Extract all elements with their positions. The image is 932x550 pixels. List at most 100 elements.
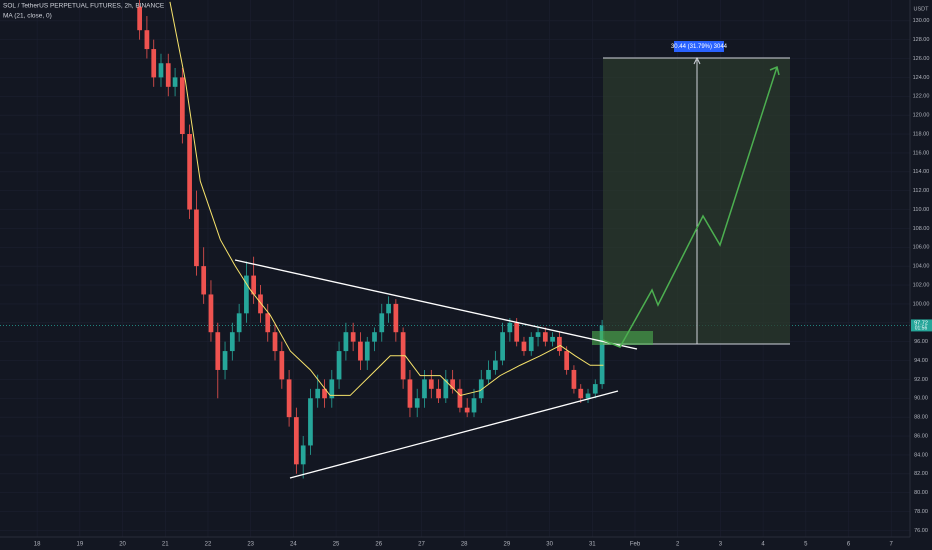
candle-body <box>478 379 484 399</box>
candle-body <box>592 384 598 394</box>
candle-body <box>272 332 278 352</box>
drawings: 30.44 (31.79%) 3044 <box>234 41 790 479</box>
candle-body <box>393 303 399 333</box>
candle-body <box>578 388 584 399</box>
x-tick-label: 4 <box>761 542 765 548</box>
countdown-label: 01:56 <box>915 326 928 332</box>
y-tick-label: 108.00 <box>913 226 930 232</box>
candle-body <box>172 77 178 87</box>
y-tick-label: 124.00 <box>913 75 930 81</box>
x-tick-label: 23 <box>247 542 254 548</box>
chart-title: SOL / TetherUS PERPETUAL FUTURES, 2h, BI… <box>3 3 165 10</box>
currency-label: USDT <box>914 6 930 12</box>
candle-body <box>564 351 570 370</box>
y-tick-label: 122.00 <box>913 94 930 100</box>
candle-body <box>422 379 427 399</box>
candle-body <box>187 134 192 210</box>
candle-body <box>542 332 548 342</box>
candle-body <box>279 351 285 380</box>
y-tick-label: 96.00 <box>914 339 928 345</box>
moving-average <box>169 1 604 396</box>
x-tick-label: 26 <box>375 542 382 548</box>
candle-body <box>137 6 142 31</box>
x-tick-label: 2 <box>676 542 680 548</box>
candle-body <box>215 332 221 370</box>
candle-body <box>550 336 555 342</box>
candle-body <box>514 322 520 342</box>
candle-body <box>286 379 292 418</box>
candle-body <box>201 266 207 295</box>
x-tick-label: 22 <box>205 542 212 548</box>
candle-body <box>407 379 413 408</box>
x-tick-label: 28 <box>461 542 468 548</box>
candle-body <box>379 313 385 333</box>
y-tick-label: 90.00 <box>914 396 928 402</box>
lower-trendline <box>289 390 619 479</box>
y-tick-label: 92.00 <box>914 377 928 383</box>
y-tick-label: 116.00 <box>913 150 929 156</box>
y-tick-label: 114.00 <box>913 169 929 175</box>
y-tick-label: 94.00 <box>914 358 928 364</box>
candle-body <box>343 332 349 352</box>
x-tick-label: 25 <box>333 542 340 548</box>
candle-body <box>265 313 271 333</box>
x-tick-label: 6 <box>847 542 851 548</box>
y-tick-label: 100.00 <box>913 301 930 307</box>
y-tick-label: 112.00 <box>913 188 929 194</box>
candle-body <box>329 379 335 399</box>
y-tick-label: 120.00 <box>913 113 930 119</box>
candle-body <box>315 388 321 399</box>
y-tick-label: 110.00 <box>913 207 929 213</box>
y-tick-label: 118.00 <box>913 131 929 137</box>
y-tick-label: 76.00 <box>914 528 928 534</box>
last-price-box <box>911 319 932 332</box>
candle-body <box>486 369 491 380</box>
x-tick-label: 31 <box>589 542 596 548</box>
y-tick-label: 82.00 <box>914 471 928 477</box>
candle-body <box>492 360 498 370</box>
candle-body <box>414 398 420 408</box>
candle-body <box>443 379 449 399</box>
measure-label-box <box>674 41 724 52</box>
x-tick-label: 30 <box>546 542 553 548</box>
candle-body <box>229 332 235 352</box>
x-tick-label: 19 <box>77 542 84 548</box>
candle-body <box>358 341 363 361</box>
y-tick-label: 102.00 <box>913 282 930 288</box>
candle-body <box>151 49 157 78</box>
candle-body <box>528 336 534 352</box>
candle-body <box>208 294 214 333</box>
range-arrow-head <box>693 56 701 65</box>
measure-label: 30.44 (31.79%) 3044 <box>671 44 728 50</box>
last-price-label: 97.72 <box>914 320 928 326</box>
candle-body <box>557 336 562 352</box>
candle-body <box>300 445 306 465</box>
candle-body <box>336 351 342 380</box>
candle-body <box>521 341 527 352</box>
x-tick-label: 29 <box>504 542 511 548</box>
candle-body <box>428 379 434 389</box>
candle-body <box>308 398 313 446</box>
candle-body <box>350 332 356 342</box>
upper-trendline <box>234 259 638 350</box>
candle-body <box>599 325 605 385</box>
candle-body <box>500 332 505 361</box>
projection-path <box>602 66 778 348</box>
x-tick-label: 7 <box>890 542 894 548</box>
y-tick-label: 88.00 <box>914 415 928 421</box>
y-tick-label: 104.00 <box>913 264 930 270</box>
candle-body <box>372 332 377 342</box>
candle-body <box>585 393 591 399</box>
x-tick-label: 3 <box>719 542 723 548</box>
candle-body <box>436 388 441 399</box>
candles <box>137 0 605 479</box>
y-tick-label: 80.00 <box>914 490 928 496</box>
y-tick-label: 78.00 <box>914 509 928 515</box>
x-tick-label: 5 <box>804 542 808 548</box>
x-tick-label: 21 <box>162 542 169 548</box>
y-tick-label: 106.00 <box>913 245 930 251</box>
candle-body <box>457 388 463 408</box>
